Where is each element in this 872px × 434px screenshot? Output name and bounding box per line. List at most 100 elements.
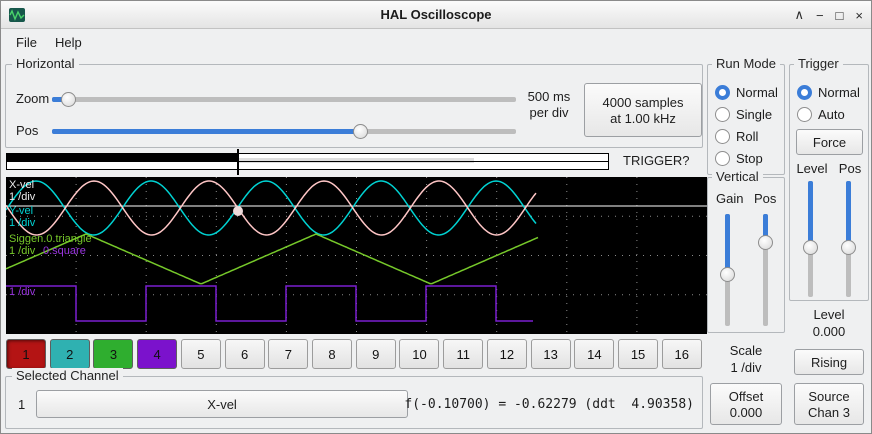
time-per-div-readout: 500 ms per div bbox=[518, 89, 580, 121]
trigger-level-readout-value: 0.000 bbox=[812, 324, 846, 339]
slider-track bbox=[763, 214, 768, 326]
slider-fill bbox=[763, 214, 768, 243]
record-displayed-portion bbox=[238, 158, 474, 163]
radio-label: Normal bbox=[818, 84, 860, 100]
vertical-pos-slider-handle[interactable] bbox=[758, 235, 773, 251]
radio-stop[interactable]: Stop bbox=[710, 147, 784, 169]
horizontal-pos-slider[interactable] bbox=[52, 124, 516, 139]
maximize-button[interactable]: □ bbox=[835, 7, 844, 23]
channel-button-1[interactable]: 1 bbox=[6, 339, 46, 369]
trigger-level-slider[interactable] bbox=[803, 181, 818, 297]
selected-channel-group-title: Selected Channel bbox=[12, 368, 123, 383]
trigger-level-label: Level bbox=[796, 161, 828, 176]
scope-channel-label: 0.square bbox=[43, 245, 86, 257]
window-title: HAL Oscilloscope bbox=[380, 7, 492, 22]
channel-button-3[interactable]: 3 bbox=[93, 339, 134, 369]
trigger-level-slider-handle[interactable] bbox=[803, 239, 818, 255]
samples-rate: at 1.00 kHz bbox=[610, 110, 676, 126]
radio-normal[interactable]: Normal bbox=[710, 81, 784, 103]
scope-display: X-vel 1 /div Y-vel 1 /div Siggen.0.triangle 1… bbox=[5, 177, 707, 334]
channel-button-5[interactable]: 5 bbox=[180, 339, 221, 369]
slider-fill bbox=[846, 181, 851, 248]
slider-track bbox=[52, 97, 516, 102]
slider-fill bbox=[52, 129, 361, 134]
edge-button-label: Rising bbox=[810, 354, 848, 370]
channel-button-7[interactable]: 7 bbox=[268, 339, 309, 369]
channel-button-8[interactable]: 8 bbox=[312, 339, 353, 369]
radio-indicator bbox=[715, 150, 730, 166]
channel-name-button[interactable]: X-vel bbox=[36, 390, 408, 418]
scale-value: 1 /div bbox=[730, 360, 762, 375]
horizontal-pos-slider-handle[interactable] bbox=[352, 124, 368, 139]
force-button[interactable]: Force bbox=[796, 129, 863, 155]
scope-channel-label: 1 /div bbox=[9, 191, 36, 203]
channel-button-15[interactable]: 15 bbox=[618, 339, 659, 369]
channel-button-16[interactable]: 16 bbox=[661, 339, 702, 369]
trigger-source-button[interactable]: Source Chan 3 bbox=[794, 383, 864, 425]
trigger-group: Trigger Normal Auto Force Level Pos bbox=[789, 56, 869, 301]
radio-indicator bbox=[715, 128, 730, 144]
horizontal-group: Horizontal Zoom Pos 500 ms per div 4000 … bbox=[5, 56, 703, 148]
channel-button-6[interactable]: 6 bbox=[224, 339, 265, 369]
edge-button[interactable]: Rising bbox=[794, 349, 864, 375]
trigger-pos-slider[interactable] bbox=[841, 181, 856, 297]
radio-label: Auto bbox=[818, 106, 845, 122]
minimize-button[interactable]: − bbox=[815, 7, 824, 23]
vertical-pos-slider[interactable] bbox=[758, 214, 773, 326]
menu-help[interactable]: Help bbox=[54, 35, 82, 50]
offset-button-value: 0.000 bbox=[729, 404, 763, 420]
horizontal-group-title: Horizontal bbox=[12, 56, 79, 71]
titlebar: HAL Oscilloscope ∧ − □ × bbox=[1, 1, 871, 29]
scope-canvas bbox=[5, 177, 707, 334]
offset-button[interactable]: Offset 0.000 bbox=[710, 383, 782, 425]
slider-fill bbox=[725, 214, 730, 275]
run-mode-group-title: Run Mode bbox=[712, 56, 780, 71]
time-per-div-value: 500 ms bbox=[527, 89, 571, 104]
gain-label: Gain bbox=[716, 191, 744, 206]
zoom-slider-handle[interactable] bbox=[60, 92, 76, 107]
radio-normal[interactable]: Normal bbox=[792, 81, 868, 103]
radio-label: Stop bbox=[736, 150, 763, 166]
channel-button-14[interactable]: 14 bbox=[574, 339, 615, 369]
samples-button[interactable]: 4000 samples at 1.00 kHz bbox=[584, 83, 702, 137]
window-controls: ∧ − □ × bbox=[794, 1, 863, 29]
menubar: File Help bbox=[1, 30, 871, 55]
menu-file[interactable]: File bbox=[16, 35, 37, 50]
channel-button-2[interactable]: 2 bbox=[49, 339, 90, 369]
trigger-position-marker[interactable] bbox=[237, 149, 239, 175]
channel-button-4[interactable]: 4 bbox=[137, 339, 178, 369]
scale-label: Scale bbox=[729, 343, 763, 358]
radio-indicator bbox=[715, 84, 730, 100]
trigger-group-title: Trigger bbox=[794, 56, 843, 71]
samples-count: 4000 samples bbox=[602, 94, 684, 110]
channel-button-11[interactable]: 11 bbox=[443, 339, 484, 369]
scope-channel-label: 1 /div bbox=[9, 286, 36, 298]
offset-button-label: Offset bbox=[728, 388, 764, 404]
scope-channel-label: 1 /div bbox=[9, 217, 36, 229]
scope-channel-label: Siggen.0.triangle bbox=[9, 233, 92, 245]
time-per-div-unit: per div bbox=[529, 105, 569, 120]
shade-button[interactable]: ∧ bbox=[794, 7, 804, 22]
channel-button-10[interactable]: 10 bbox=[399, 339, 440, 369]
selected-channel-group: Selected Channel 1 X-vel f(-0.10700) = -… bbox=[5, 368, 703, 429]
slider-fill bbox=[52, 97, 69, 102]
zoom-slider[interactable] bbox=[52, 92, 516, 107]
scope-channel-label: X-vel bbox=[9, 179, 35, 191]
radio-single[interactable]: Single bbox=[710, 103, 784, 125]
channel-button-9[interactable]: 9 bbox=[355, 339, 396, 369]
record-filled-portion bbox=[7, 154, 237, 161]
vertical-pos-label: Pos bbox=[754, 191, 777, 206]
close-button[interactable]: × bbox=[855, 7, 863, 23]
trigger-options: Normal Auto bbox=[792, 81, 868, 125]
radio-label: Single bbox=[736, 106, 773, 122]
record-midline bbox=[7, 161, 608, 162]
gain-slider[interactable] bbox=[720, 214, 735, 326]
radio-roll[interactable]: Roll bbox=[710, 125, 784, 147]
channel-button-13[interactable]: 13 bbox=[530, 339, 571, 369]
scope-channel-label: Y-vel bbox=[9, 205, 34, 217]
channel-button-12[interactable]: 12 bbox=[486, 339, 527, 369]
trigger-pos-slider-handle[interactable] bbox=[841, 239, 856, 255]
gain-slider-handle[interactable] bbox=[720, 267, 735, 283]
radio-auto[interactable]: Auto bbox=[792, 103, 868, 125]
